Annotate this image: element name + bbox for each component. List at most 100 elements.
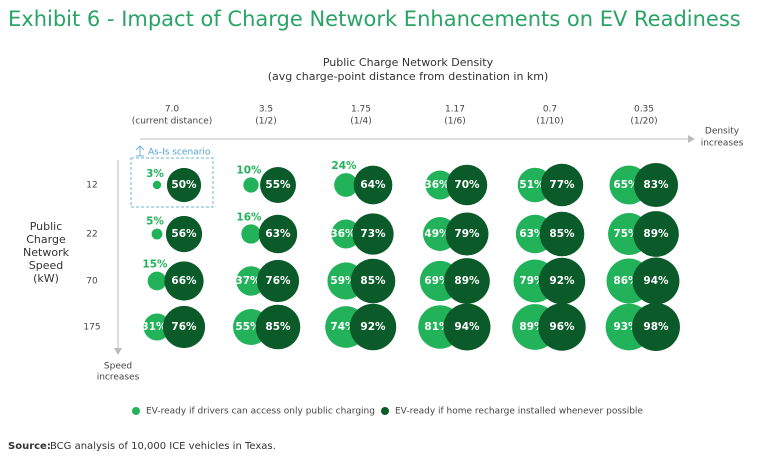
- value-label: 36%: [424, 179, 450, 191]
- home-bubble: [446, 164, 488, 206]
- y-axis-title: (kW): [33, 272, 59, 285]
- chart-title: Exhibit 6 - Impact of Charge Network Enh…: [8, 7, 741, 31]
- value-label: 76%: [265, 275, 291, 287]
- value-label: 73%: [360, 228, 386, 240]
- value-label: 89%: [643, 228, 669, 240]
- value-label: 85%: [360, 275, 386, 287]
- public-bubble: [243, 177, 259, 193]
- value-label: 79%: [519, 275, 545, 287]
- x-axis-subtitle: (avg charge-point distance from destinat…: [268, 70, 549, 83]
- column-note: (1/10): [536, 117, 563, 127]
- legend-label: EV-ready if home recharge installed when…: [395, 407, 643, 417]
- value-label: 64%: [360, 179, 386, 191]
- density-arrowhead: [688, 135, 695, 143]
- value-label: 75%: [613, 228, 639, 240]
- value-label: 3%: [146, 168, 164, 180]
- value-label: 98%: [643, 321, 669, 333]
- value-label: 55%: [265, 179, 291, 191]
- column-note: (1/4): [350, 117, 372, 127]
- y-axis-title: Network: [23, 246, 70, 259]
- column-note: (1/20): [630, 117, 657, 127]
- value-label: 89%: [454, 275, 480, 287]
- value-label: 16%: [236, 211, 262, 223]
- home-bubble: [350, 258, 396, 304]
- value-label: 83%: [643, 179, 669, 191]
- column-label: 0.35: [634, 105, 654, 115]
- column-label: 0.7: [543, 105, 557, 115]
- speed-arrowhead: [114, 348, 122, 355]
- speed-annotation: Speed: [104, 362, 132, 372]
- column-label: 1.17: [445, 105, 465, 115]
- value-label: 49%: [424, 228, 450, 240]
- public-bubble: [241, 224, 261, 244]
- public-bubble: [151, 228, 163, 240]
- home-bubble: [632, 303, 680, 351]
- home-bubble: [633, 211, 679, 257]
- column-label: 3.5: [259, 105, 273, 115]
- row-label: 22: [86, 230, 97, 240]
- value-label: 37%: [235, 275, 261, 287]
- public-bubble: [152, 180, 162, 190]
- value-label: 85%: [549, 228, 575, 240]
- home-bubble: [260, 167, 296, 203]
- value-label: 5%: [146, 216, 164, 228]
- value-label: 86%: [613, 275, 639, 287]
- home-bubble: [255, 304, 301, 350]
- column-note: (current distance): [132, 117, 213, 127]
- public-bubble: [143, 313, 171, 341]
- home-bubble: [165, 215, 203, 253]
- column-note: (1/2): [255, 117, 277, 127]
- value-label: 36%: [330, 228, 356, 240]
- value-label: 63%: [519, 228, 545, 240]
- value-label: 77%: [549, 179, 575, 191]
- speed-annotation: increases: [97, 373, 140, 383]
- row-label: 175: [83, 323, 100, 333]
- public-bubble: [331, 219, 361, 249]
- density-annotation: increases: [701, 139, 744, 149]
- source-text: BCG analysis of 10,000 ICE vehicles in T…: [50, 441, 276, 452]
- value-label: 15%: [142, 259, 168, 271]
- value-label: 10%: [236, 164, 262, 176]
- value-label: 94%: [454, 321, 480, 333]
- value-label: 94%: [643, 275, 669, 287]
- public-bubble: [147, 271, 167, 291]
- value-label: 51%: [519, 179, 545, 191]
- public-bubble: [425, 170, 455, 200]
- home-bubble: [633, 162, 679, 208]
- home-bubble: [538, 257, 586, 305]
- value-label: 79%: [454, 228, 480, 240]
- column-label: 7.0: [165, 105, 180, 115]
- value-label: 66%: [171, 275, 197, 287]
- home-bubble: [256, 259, 300, 303]
- home-bubble: [258, 214, 298, 254]
- home-bubble: [352, 213, 394, 255]
- legend-label: EV-ready if drivers can access only publ…: [146, 407, 375, 417]
- value-label: 70%: [454, 179, 480, 191]
- value-label: 55%: [235, 321, 261, 333]
- home-bubble: [538, 303, 586, 351]
- x-axis-title: Public Charge Network Density: [323, 56, 494, 69]
- value-label: 63%: [265, 228, 291, 240]
- column-note: (1/6): [444, 117, 466, 127]
- home-bubble: [164, 261, 204, 301]
- home-bubble: [353, 165, 393, 205]
- home-bubble: [540, 163, 584, 207]
- as-is-icon: [135, 145, 145, 157]
- as-is-label: As-Is scenario: [148, 148, 211, 158]
- y-axis-title: Public: [30, 220, 63, 233]
- value-label: 92%: [549, 275, 575, 287]
- row-label: 70: [86, 277, 98, 287]
- value-label: 50%: [171, 179, 197, 191]
- home-bubble: [162, 305, 206, 349]
- value-label: 74%: [330, 321, 356, 333]
- density-annotation: Density: [705, 127, 740, 137]
- home-bubble: [445, 212, 489, 256]
- home-bubble: [444, 258, 490, 304]
- value-label: 92%: [360, 321, 386, 333]
- value-label: 56%: [171, 228, 197, 240]
- home-bubble: [539, 211, 585, 257]
- home-bubble: [349, 303, 397, 351]
- value-label: 96%: [549, 321, 575, 333]
- row-label: 12: [86, 181, 97, 191]
